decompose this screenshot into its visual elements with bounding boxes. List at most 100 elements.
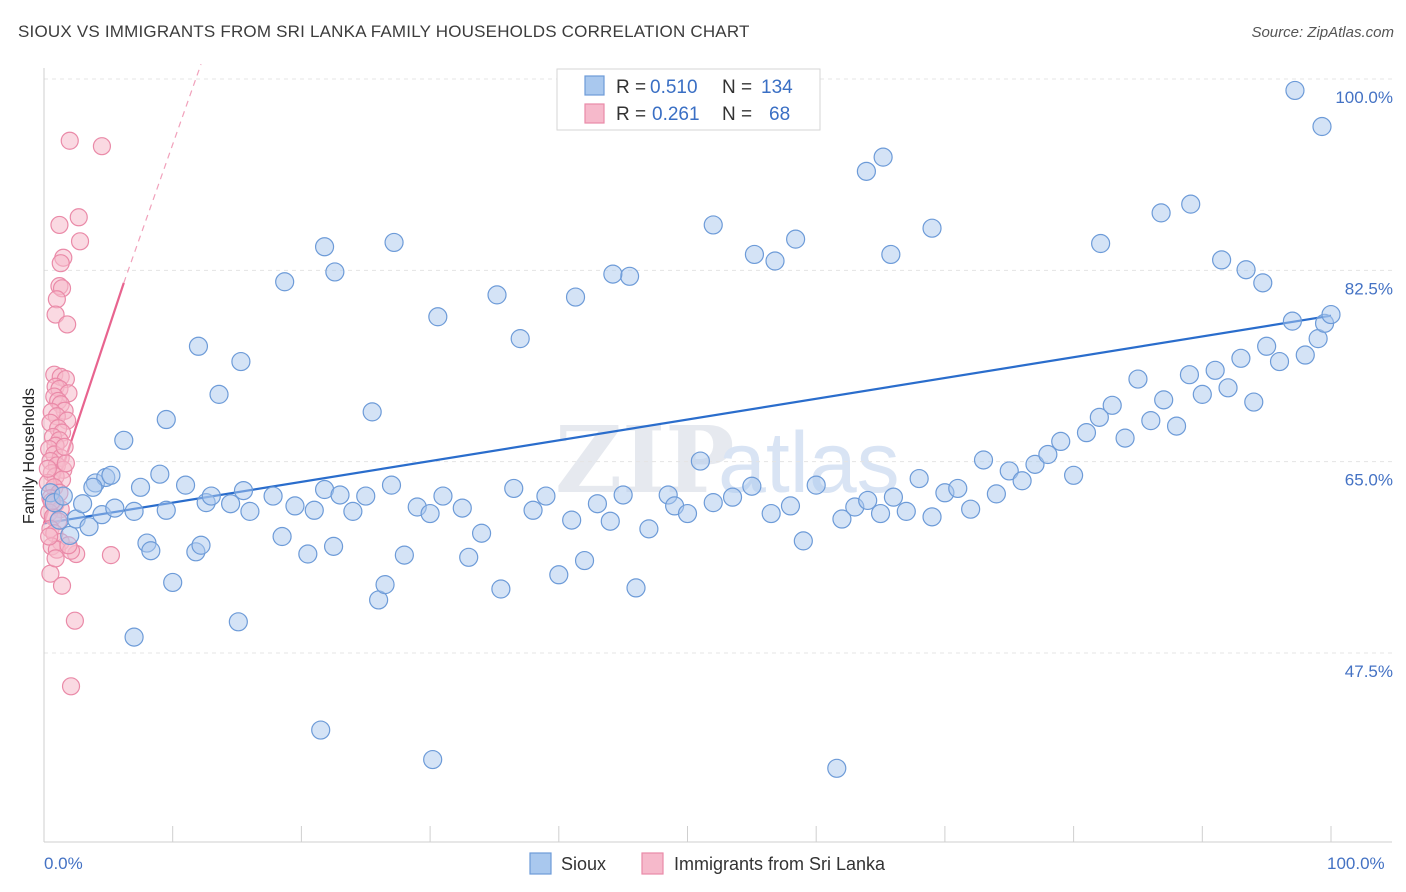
sioux-point-63: [677, 503, 698, 524]
sioux-point-112: [1285, 80, 1305, 101]
sioux-point-75: [870, 503, 891, 524]
sioux-point-82: [961, 499, 981, 519]
sioux-point-34: [323, 536, 344, 556]
bottom-legend-sioux: Sioux: [561, 854, 606, 874]
sioux-point-93: [1102, 395, 1122, 415]
sioux-points: [40, 80, 1341, 778]
sioux-point-143: [83, 477, 103, 497]
sioux-point-124: [703, 215, 723, 235]
sioux-point-70: [793, 531, 813, 551]
sioux-point-111: [1321, 304, 1341, 325]
sioux-point-2: [49, 510, 70, 530]
sioux-point-12: [114, 430, 134, 450]
sioux-point-45: [433, 486, 453, 506]
sioux-point-65: [703, 493, 723, 513]
sioux-point-36: [343, 501, 363, 521]
sioux-point-81: [948, 478, 968, 499]
sioux-point-116: [881, 244, 901, 265]
sioux-point-71: [806, 475, 826, 495]
y-axis-label: Family Households: [21, 388, 38, 524]
y-tick-label-2: 82.5%: [1345, 279, 1393, 298]
sioux-point-6: [73, 494, 93, 514]
sri-lanka-point-60: [61, 677, 81, 696]
sri-lanka-point-9: [47, 290, 66, 309]
sri-lanka-point-58: [52, 576, 72, 595]
sioux-point-69: [780, 496, 801, 516]
sioux-point-120: [1181, 194, 1201, 214]
legend-swatch-sri-lanka: [584, 103, 605, 124]
sioux-point-56: [587, 494, 608, 514]
sioux-point-79: [922, 507, 942, 527]
sioux-point-76: [883, 487, 904, 507]
sioux-point-11: [105, 498, 125, 518]
sioux-point-133: [325, 262, 345, 282]
y-tick-label-1: 65.0%: [1345, 471, 1393, 490]
sioux-point-22: [191, 535, 211, 555]
sioux-point-29: [272, 526, 292, 547]
sioux-point-32: [304, 500, 324, 520]
bottom-legend-swatch-sri-lanka: [641, 852, 664, 875]
sioux-point-115: [873, 147, 893, 167]
sri-lanka-point-64: [40, 527, 59, 546]
sioux-point-3: [53, 486, 73, 506]
sioux-point-104: [1244, 392, 1264, 412]
sioux-point-35: [330, 485, 350, 505]
sioux-point-37: [356, 486, 376, 506]
sioux-point-39: [362, 402, 382, 422]
sioux-point-100: [1192, 384, 1212, 404]
sioux-point-16: [141, 541, 161, 561]
sioux-point-41: [381, 475, 402, 495]
legend-r-label-2: R =: [616, 104, 646, 125]
sioux-point-60: [639, 519, 659, 539]
correlation-legend: R = 0.510 N = 134 R = 0.261 N = 68: [556, 68, 821, 131]
sioux-point-26: [233, 481, 254, 501]
sioux-point-77: [896, 501, 916, 521]
sioux-point-27: [240, 501, 260, 521]
sioux-point-24: [201, 486, 221, 506]
legend-r-label-1: R =: [616, 77, 646, 98]
sri-lanka-point-2: [69, 208, 88, 227]
sioux-point-99: [1179, 365, 1200, 385]
sioux-point-49: [491, 579, 511, 599]
sioux-point-148: [228, 612, 248, 632]
sioux-point-86: [1012, 471, 1032, 491]
legend-n-value-2: 68: [769, 104, 790, 125]
sioux-point-118: [1091, 233, 1111, 254]
sioux-point-123: [1253, 273, 1273, 293]
sioux-point-106: [1269, 351, 1290, 372]
sioux-point-28: [263, 486, 283, 506]
sioux-point-101: [1205, 360, 1225, 380]
legend-swatch-sioux: [584, 75, 605, 96]
sioux-point-103: [1231, 348, 1251, 368]
sioux-point-140: [188, 336, 209, 356]
sioux-point-31: [298, 544, 318, 564]
sioux-point-58: [613, 485, 633, 505]
sioux-point-138: [231, 351, 251, 372]
sri-lanka-point-3: [50, 215, 69, 235]
sioux-point-17: [150, 464, 170, 484]
sioux-point-4: [60, 525, 80, 546]
sioux-point-50: [504, 478, 524, 499]
sioux-point-74: [858, 490, 878, 511]
sioux-point-44: [420, 503, 440, 524]
sri-lanka-point-55: [101, 546, 121, 565]
sioux-point-132: [314, 237, 335, 257]
sri-lanka-point-61: [38, 459, 57, 478]
sioux-point-98: [1166, 416, 1187, 436]
sioux-point-67: [742, 476, 762, 496]
sioux-point-14: [130, 477, 151, 497]
sri-lanka-point-1: [92, 137, 112, 156]
sioux-point-25: [221, 494, 241, 514]
bottom-legend-sri-lanka: Immigrants from Sri Lanka: [674, 854, 886, 874]
sioux-point-68: [761, 503, 781, 524]
sioux-point-128: [619, 266, 640, 286]
sioux-point-46: [452, 498, 472, 518]
chart-title: SIOUX VS IMMIGRANTS FROM SRI LANKA FAMIL…: [18, 22, 750, 41]
sri-lanka-trend-extension: [123, 64, 202, 284]
sioux-point-122: [1236, 260, 1256, 280]
legend-n-label-2: N =: [722, 104, 752, 125]
sioux-point-19: [163, 572, 183, 593]
x-tick-max: 100.0%: [1327, 854, 1385, 873]
sioux-point-130: [565, 287, 586, 307]
